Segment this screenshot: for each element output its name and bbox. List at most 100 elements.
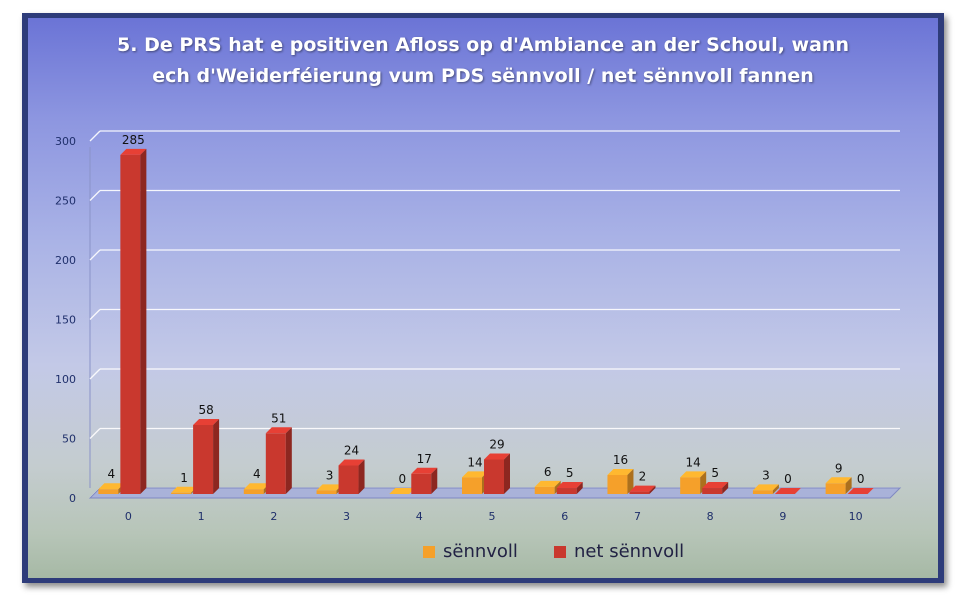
legend: sënnvoll net sënnvoll (423, 541, 720, 562)
bar-top-2 (265, 427, 292, 434)
data-label-1: 9 (835, 461, 843, 475)
bar-2 (193, 424, 214, 494)
bar-top-1 (462, 471, 488, 478)
bar-top-2 (338, 459, 365, 466)
bar-side-2 (504, 453, 510, 494)
x-tick-label: 8 (707, 510, 714, 523)
data-label-2: 17 (417, 452, 432, 466)
bar-1 (680, 477, 701, 494)
bar-1 (316, 490, 337, 494)
chart-title-line1: 5. De PRS hat e positiven Afloss op d'Am… (117, 34, 849, 56)
bar-top-1 (825, 477, 852, 484)
data-label-2: 0 (784, 472, 792, 486)
bar-1 (171, 492, 192, 494)
bar-top-2 (193, 418, 220, 425)
data-label-1: 0 (398, 472, 406, 486)
bar-top-1 (389, 488, 416, 494)
data-label-1: 4 (253, 467, 261, 481)
data-label-2: 5 (566, 466, 574, 480)
bar-top-1 (171, 486, 198, 493)
bar-side-2 (649, 485, 656, 494)
y-tick-label: 0 (69, 492, 76, 505)
x-tick-label: 7 (634, 510, 641, 523)
x-tick-label: 2 (270, 510, 277, 523)
x-tick-label: 1 (198, 510, 205, 523)
bar-top-2 (484, 453, 510, 460)
legend-swatch-series2 (553, 545, 566, 558)
legend-item-series1: sënnvoll (423, 541, 518, 562)
gridline-depth (89, 190, 101, 201)
x-tick-label: 10 (849, 510, 863, 523)
y-tick-label: 50 (62, 433, 76, 446)
bar-side-1 (627, 468, 634, 494)
legend-label-series2: net sënnvoll (573, 541, 685, 562)
bar-side-2 (722, 482, 729, 494)
x-tick-label: 4 (416, 510, 423, 523)
bar-top-2 (556, 482, 583, 489)
x-tick-label: 5 (489, 510, 496, 523)
y-tick-label: 100 (55, 373, 76, 386)
bar-top-1 (243, 483, 270, 490)
bar-2 (411, 473, 432, 494)
bar-2 (120, 154, 141, 494)
chart-title-line2: ech d'Weiderféierung vum PDS sënnvoll / … (152, 65, 814, 87)
data-label-1: 1 (180, 471, 188, 485)
data-label-2: 58 (198, 403, 213, 417)
x-tick-label: 3 (343, 510, 350, 523)
gridline-depth (89, 309, 101, 320)
data-label-1: 4 (108, 467, 116, 481)
data-label-2: 24 (344, 443, 359, 457)
gridline-depth (89, 130, 101, 142)
bar-top-1 (534, 480, 561, 487)
x-tick-label: 6 (561, 510, 568, 523)
y-tick-label: 250 (55, 195, 76, 208)
bar-side-2 (213, 418, 220, 494)
bar-side-2 (358, 459, 365, 494)
bar-side-2 (140, 148, 147, 494)
bar-side-1 (845, 477, 852, 494)
data-label-2: 2 (639, 470, 647, 484)
bar-top-1 (607, 468, 634, 475)
bar-2 (556, 488, 577, 494)
x-tick-label: 0 (125, 510, 132, 523)
bar-top-2 (702, 482, 729, 489)
data-label-2: 51 (271, 411, 286, 425)
bar-2 (338, 465, 359, 494)
data-label-1: 14 (686, 455, 701, 469)
bar-top-2 (774, 488, 801, 494)
bar-top-2 (120, 148, 147, 155)
bar-1 (752, 490, 773, 494)
data-label-2: 0 (857, 472, 865, 486)
legend-item-series2: net sënnvoll (553, 541, 685, 562)
bar-top-2 (411, 467, 438, 474)
bar-1 (243, 489, 264, 494)
legend-swatch-series1 (423, 545, 435, 558)
y-tick-label: 150 (55, 314, 76, 327)
chart-title: 5. De PRS hat e positiven Afloss op d'Am… (28, 30, 938, 92)
bar-side-2 (576, 482, 583, 494)
bar-1 (607, 474, 628, 494)
bar-side-1 (772, 484, 779, 494)
data-label-1: 3 (762, 468, 770, 482)
bar-1 (98, 489, 119, 494)
data-label-1: 14 (467, 455, 482, 469)
bar-2 (629, 491, 650, 494)
gridline-depth (89, 368, 101, 380)
bar-top-2 (847, 488, 874, 494)
data-label-1: 16 (613, 453, 628, 467)
bar-1 (462, 477, 482, 494)
bar-top-1 (680, 471, 707, 478)
bar-top-1 (98, 483, 125, 490)
bar-2 (265, 433, 286, 494)
gridline-depth (89, 249, 101, 261)
data-label-2: 5 (711, 466, 719, 480)
bar-top-1 (752, 484, 779, 491)
bar-2 (702, 488, 723, 494)
bar-side-2 (431, 467, 438, 494)
bar-1 (534, 486, 555, 494)
x-tick-label: 9 (779, 510, 786, 523)
data-label-1: 6 (544, 465, 552, 479)
bar-top-2 (629, 485, 656, 492)
bar-side-2 (285, 427, 292, 494)
